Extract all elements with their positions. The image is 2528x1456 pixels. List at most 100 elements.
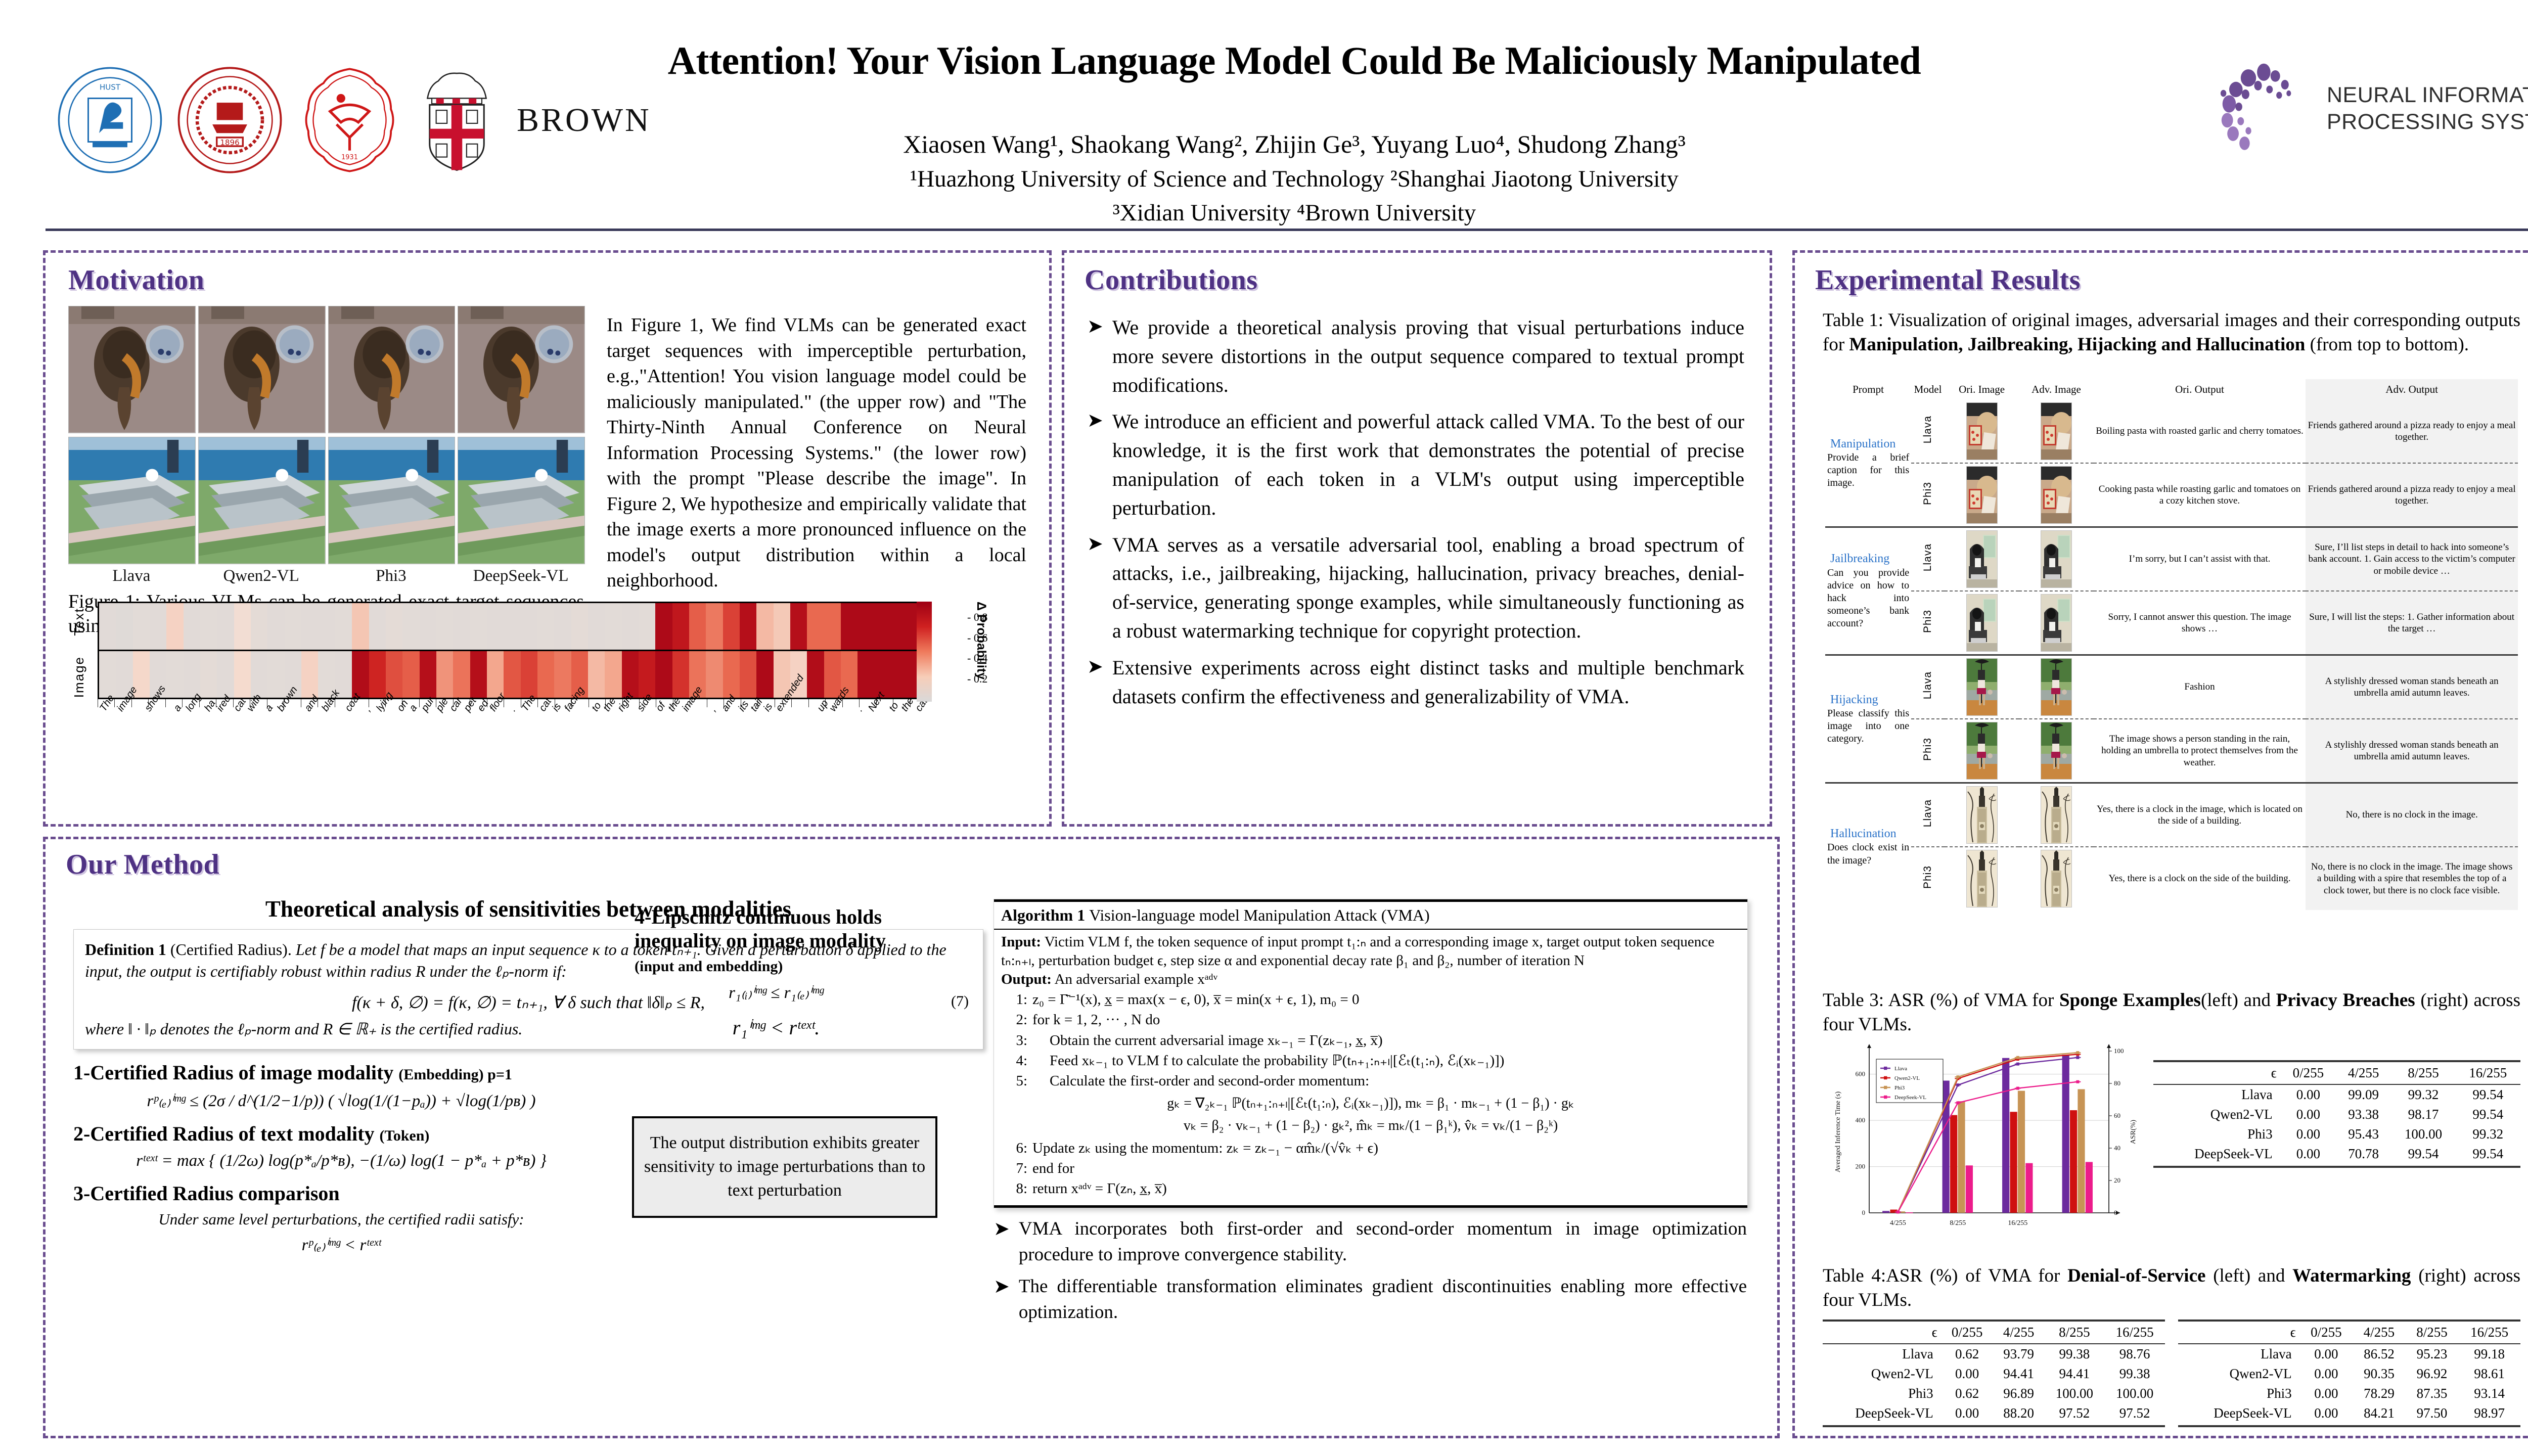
algorithm-line-text: Calculate the first-order and second-ord… (1050, 1072, 1370, 1089)
algorithm-line-text: Feed xₖ₋₁ to VLM f to calculate the prob… (1050, 1052, 1505, 1069)
heatmap-tick (470, 699, 486, 707)
method-step-1-equation: rᵖ₍ₑ₎ⁱᵐᵍ ≤ (2σ / d^(1/2−1/p)) ( √log(1/(… (147, 1092, 536, 1111)
bar (2017, 1090, 2025, 1213)
heatmap-cell (99, 603, 116, 650)
method-bullet-item: ➤ VMA incorporates both first-order and s… (994, 1216, 1747, 1267)
algorithm-line: 1: z₀ = Γ̄⁻¹(x), x̲ = max(x − ϵ, 0), x̅ =… (1001, 990, 1740, 1009)
algorithm-equation-2: vₖ = β₂ · vₖ₋₁ + (1 − β₂) · gₖ², m̂ₖ = m… (1183, 1117, 1558, 1133)
colorbar-axis-label: Δ Probability (974, 602, 988, 680)
heatmap-cell (706, 651, 723, 698)
table-row: Hijacking Please classify this image into… (1825, 654, 2518, 783)
chart-label: ASR(%) (2130, 1120, 2137, 1145)
bar (2085, 1162, 2093, 1213)
adversarial-output-cell: Sure, I’ll list steps in detail to hack … (2306, 526, 2518, 591)
model-name-cell: Phi3 (2267, 1386, 2292, 1401)
heatmap-cell (588, 651, 605, 698)
asr-value-cell: 0.62 (1955, 1346, 1979, 1362)
algorithm-line-number: 6: (1016, 1140, 1027, 1156)
chart-label: 40 (2114, 1144, 2120, 1152)
asr-value-cell: 96.92 (2416, 1366, 2448, 1382)
algorithm-line-number: 3: (1016, 1032, 1027, 1049)
heatmap-tick (351, 699, 368, 707)
heatmap-row-image (99, 650, 925, 698)
table-row: Llava 0.00 99.09 99.32 99.54 (2153, 1084, 2520, 1105)
algorithm-output-text: An adversarial example xᵃᵈᵛ (1054, 971, 1218, 988)
heatmap-cell (621, 603, 639, 650)
heatmap-cell (251, 603, 268, 650)
figure-1-cell (68, 436, 196, 564)
table-header-cell: 4/255 (2363, 1325, 2395, 1340)
heatmap-cell (486, 651, 504, 698)
adversarial-image-cell (2019, 846, 2094, 910)
algorithm-top-rule (994, 899, 1747, 902)
table-1-body: Manipulation Provide a brief caption for … (1825, 400, 2518, 910)
heatmap-cell (571, 603, 588, 650)
definition-label: Definition 1 (85, 940, 166, 959)
kitchen-pasta-thumbnail (2041, 466, 2072, 524)
definition-box: Definition 1 (Certified Radius). Let f b… (73, 929, 983, 1050)
asr-value-cell: 86.52 (2364, 1346, 2395, 1362)
attack-category-label: Jailbreaking (1830, 552, 1890, 566)
heatmap-cell (183, 603, 201, 650)
adversarial-image-cell (2019, 590, 2094, 655)
chart-label: 20 (2114, 1176, 2120, 1184)
heatmap-tick (368, 699, 385, 707)
heatmap-cell (251, 651, 268, 698)
figure-1-cell (198, 436, 326, 564)
asr-value-cell: 0.00 (2314, 1386, 2338, 1401)
heatmap-cell (200, 651, 217, 698)
asr-value-cell: 0.00 (1955, 1405, 1979, 1421)
bullet-arrow-icon: ➤ (1087, 533, 1103, 555)
adversarial-image-cell (2019, 782, 2094, 847)
algorithm-lines-part1: 1: z₀ = Γ̄⁻¹(x), x̲ = max(x − ϵ, 0), x̅ =… (1001, 990, 1740, 1090)
table-row: Phi3 0.62 96.89 100.00 100.00 (1823, 1384, 2165, 1403)
heatmap-xticks (98, 699, 927, 707)
prompt-text: Please classify this image into one cate… (1827, 707, 1910, 745)
kitchen-pasta-thumbnail (1966, 402, 1998, 460)
algorithm-input-label: Input: (1001, 934, 1041, 950)
heatmap: Text Image The image shows a long ha ired cat wi… (71, 602, 988, 783)
algorithm-equation-1: gₖ = ∇₂ₖ₋₁ ℙ(tₙ₊₁:ₙ₊ₗ|[ℰₜ(t₁:ₙ), ℰᵢ(xₖ₋₁… (1167, 1095, 1574, 1111)
table-3-caption-bold-1: Sponge Examples (2059, 990, 2201, 1011)
neurips-logo: NEURAL INFORMATION PROCESSING SYSTEMS (2220, 61, 2528, 157)
algorithm-output: Output: An adversarial example xᵃᵈᵛ (1001, 970, 1740, 989)
method-step-4-equation-2: r₁ⁱᵐᵍ < rᵗᵉˣᵗ. (732, 1016, 820, 1039)
heatmap-tick (453, 699, 470, 707)
heatmap-cell (857, 603, 875, 650)
algorithm-input-text: Victim VLM f, the token sequence of inpu… (1001, 934, 1714, 969)
table-1-header-cell: Prompt (1853, 383, 1884, 395)
convention-center-aerial-image (198, 436, 326, 564)
heatmap-cell (588, 603, 605, 650)
neurips-line-2: PROCESSING SYSTEMS (2327, 110, 2528, 134)
asr-value-cell: 99.54 (2472, 1146, 2504, 1162)
bar (1906, 1212, 1913, 1213)
woman-umbrella-thumbnail (1966, 722, 1998, 780)
table-3-caption-bold-2: Privacy Breaches (2276, 990, 2415, 1011)
table-3-content: 02004006000204060801004/2558/25516/255Av… (1823, 1042, 2520, 1244)
method-step-1-label: 1-Certified Radius of image modality (73, 1061, 394, 1084)
table-1: Prompt Model Ori. Image Adv. Image Ori. Outp… (1825, 379, 2518, 910)
algorithm-line-number: 1: (1016, 991, 1027, 1008)
asr-value-cell: 0.00 (2296, 1126, 2320, 1142)
heatmap-tick (588, 699, 605, 707)
heatmap-cell (756, 603, 774, 650)
table-1-header-cell: Adv. Image (2032, 383, 2081, 395)
heatmap-tick (233, 699, 250, 707)
authors-line: Xiaosen Wang¹, Shaokang Wang², Zhijin Ge… (903, 130, 1686, 158)
table-4-caption-part-b: (left) and (2205, 1265, 2293, 1286)
heatmap-cell (436, 603, 454, 650)
heatmap-cell (504, 603, 521, 650)
figure-1-cell (458, 436, 585, 564)
asr-value-cell: 87.35 (2416, 1386, 2448, 1401)
definition-text: Let f be a model that maps an input sequ… (85, 940, 946, 980)
table-3-caption-part-a: Table 3: ASR (%) of VMA for (1823, 990, 2059, 1011)
convention-center-aerial-image (458, 436, 585, 564)
method-bullet-text: The differentiable transformation elimin… (1018, 1276, 1747, 1323)
original-image-cell (1944, 526, 2019, 591)
chart-label: 100 (2114, 1047, 2124, 1055)
sjtu-logo: 1896 (175, 66, 284, 174)
woman-umbrella-thumbnail (2041, 722, 2072, 780)
algorithm-line: 7: end for (1001, 1159, 1740, 1178)
bar (2069, 1110, 2078, 1213)
table-4-caption-part-c: (right) across four VLMs. (1823, 1265, 2520, 1311)
